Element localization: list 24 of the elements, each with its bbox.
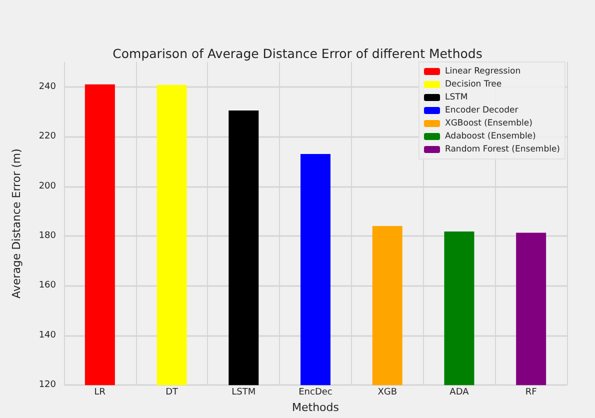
y-tick-label: 160 [38,280,56,291]
legend-label: LSTM [445,92,468,102]
x-tick-label: RF [525,388,537,398]
x-tick-label: XGB [378,388,398,398]
legend-label: Adaboost (Ensemble) [445,132,536,142]
x-tick-label: DT [166,388,178,398]
y-tick-label: 200 [38,181,56,192]
y-tick-label: 180 [38,230,56,241]
x-tick-label: ADA [450,388,470,398]
y-tick-label: 120 [38,380,56,390]
y-axis-title: Average Distance Error (m) [10,148,23,298]
y-tick-label: 140 [38,330,56,340]
legend-label: Decision Tree [445,80,502,90]
y-tick-label: 240 [38,82,56,92]
x-axis-title: Methods [292,401,340,414]
chart-title: Comparison of Average Distance Error of different Methods [112,46,482,61]
legend-label: Random Forest (Ensemble) [445,144,560,154]
legend-label: Encoder Decoder [445,106,519,116]
legend-label: XGBoost (Ensemble) [445,118,532,128]
legend-label: Linear Regression [445,66,521,76]
x-tick-label: LSTM [232,388,256,398]
y-tick-label: 220 [38,132,56,142]
x-tick-label: EncDec [298,388,332,398]
x-tick-label: LR [94,388,106,398]
